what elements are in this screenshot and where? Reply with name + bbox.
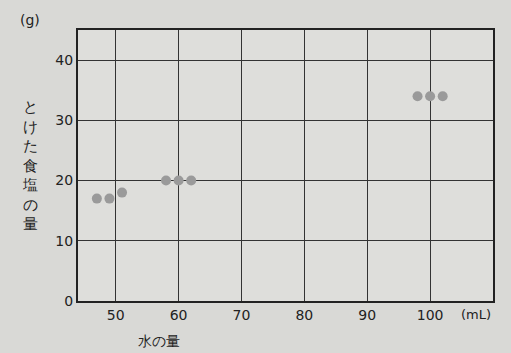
- svg-text:10: 10: [55, 233, 73, 249]
- svg-text:100: 100: [417, 307, 444, 323]
- svg-text:0: 0: [64, 293, 73, 309]
- svg-text:水の量: 水の量: [138, 333, 180, 349]
- svg-text:とけた食塩の量: とけた食塩の量: [22, 98, 38, 233]
- svg-text:80: 80: [295, 307, 313, 323]
- svg-text:70: 70: [233, 307, 251, 323]
- svg-text:20: 20: [55, 172, 73, 188]
- svg-text:60: 60: [170, 307, 188, 323]
- svg-text:(g): (g): [20, 12, 40, 28]
- svg-text:40: 40: [55, 52, 73, 68]
- svg-text:50: 50: [107, 307, 125, 323]
- svg-text:90: 90: [358, 307, 376, 323]
- svg-text:(mL): (mL): [461, 307, 491, 322]
- svg-text:30: 30: [55, 112, 73, 128]
